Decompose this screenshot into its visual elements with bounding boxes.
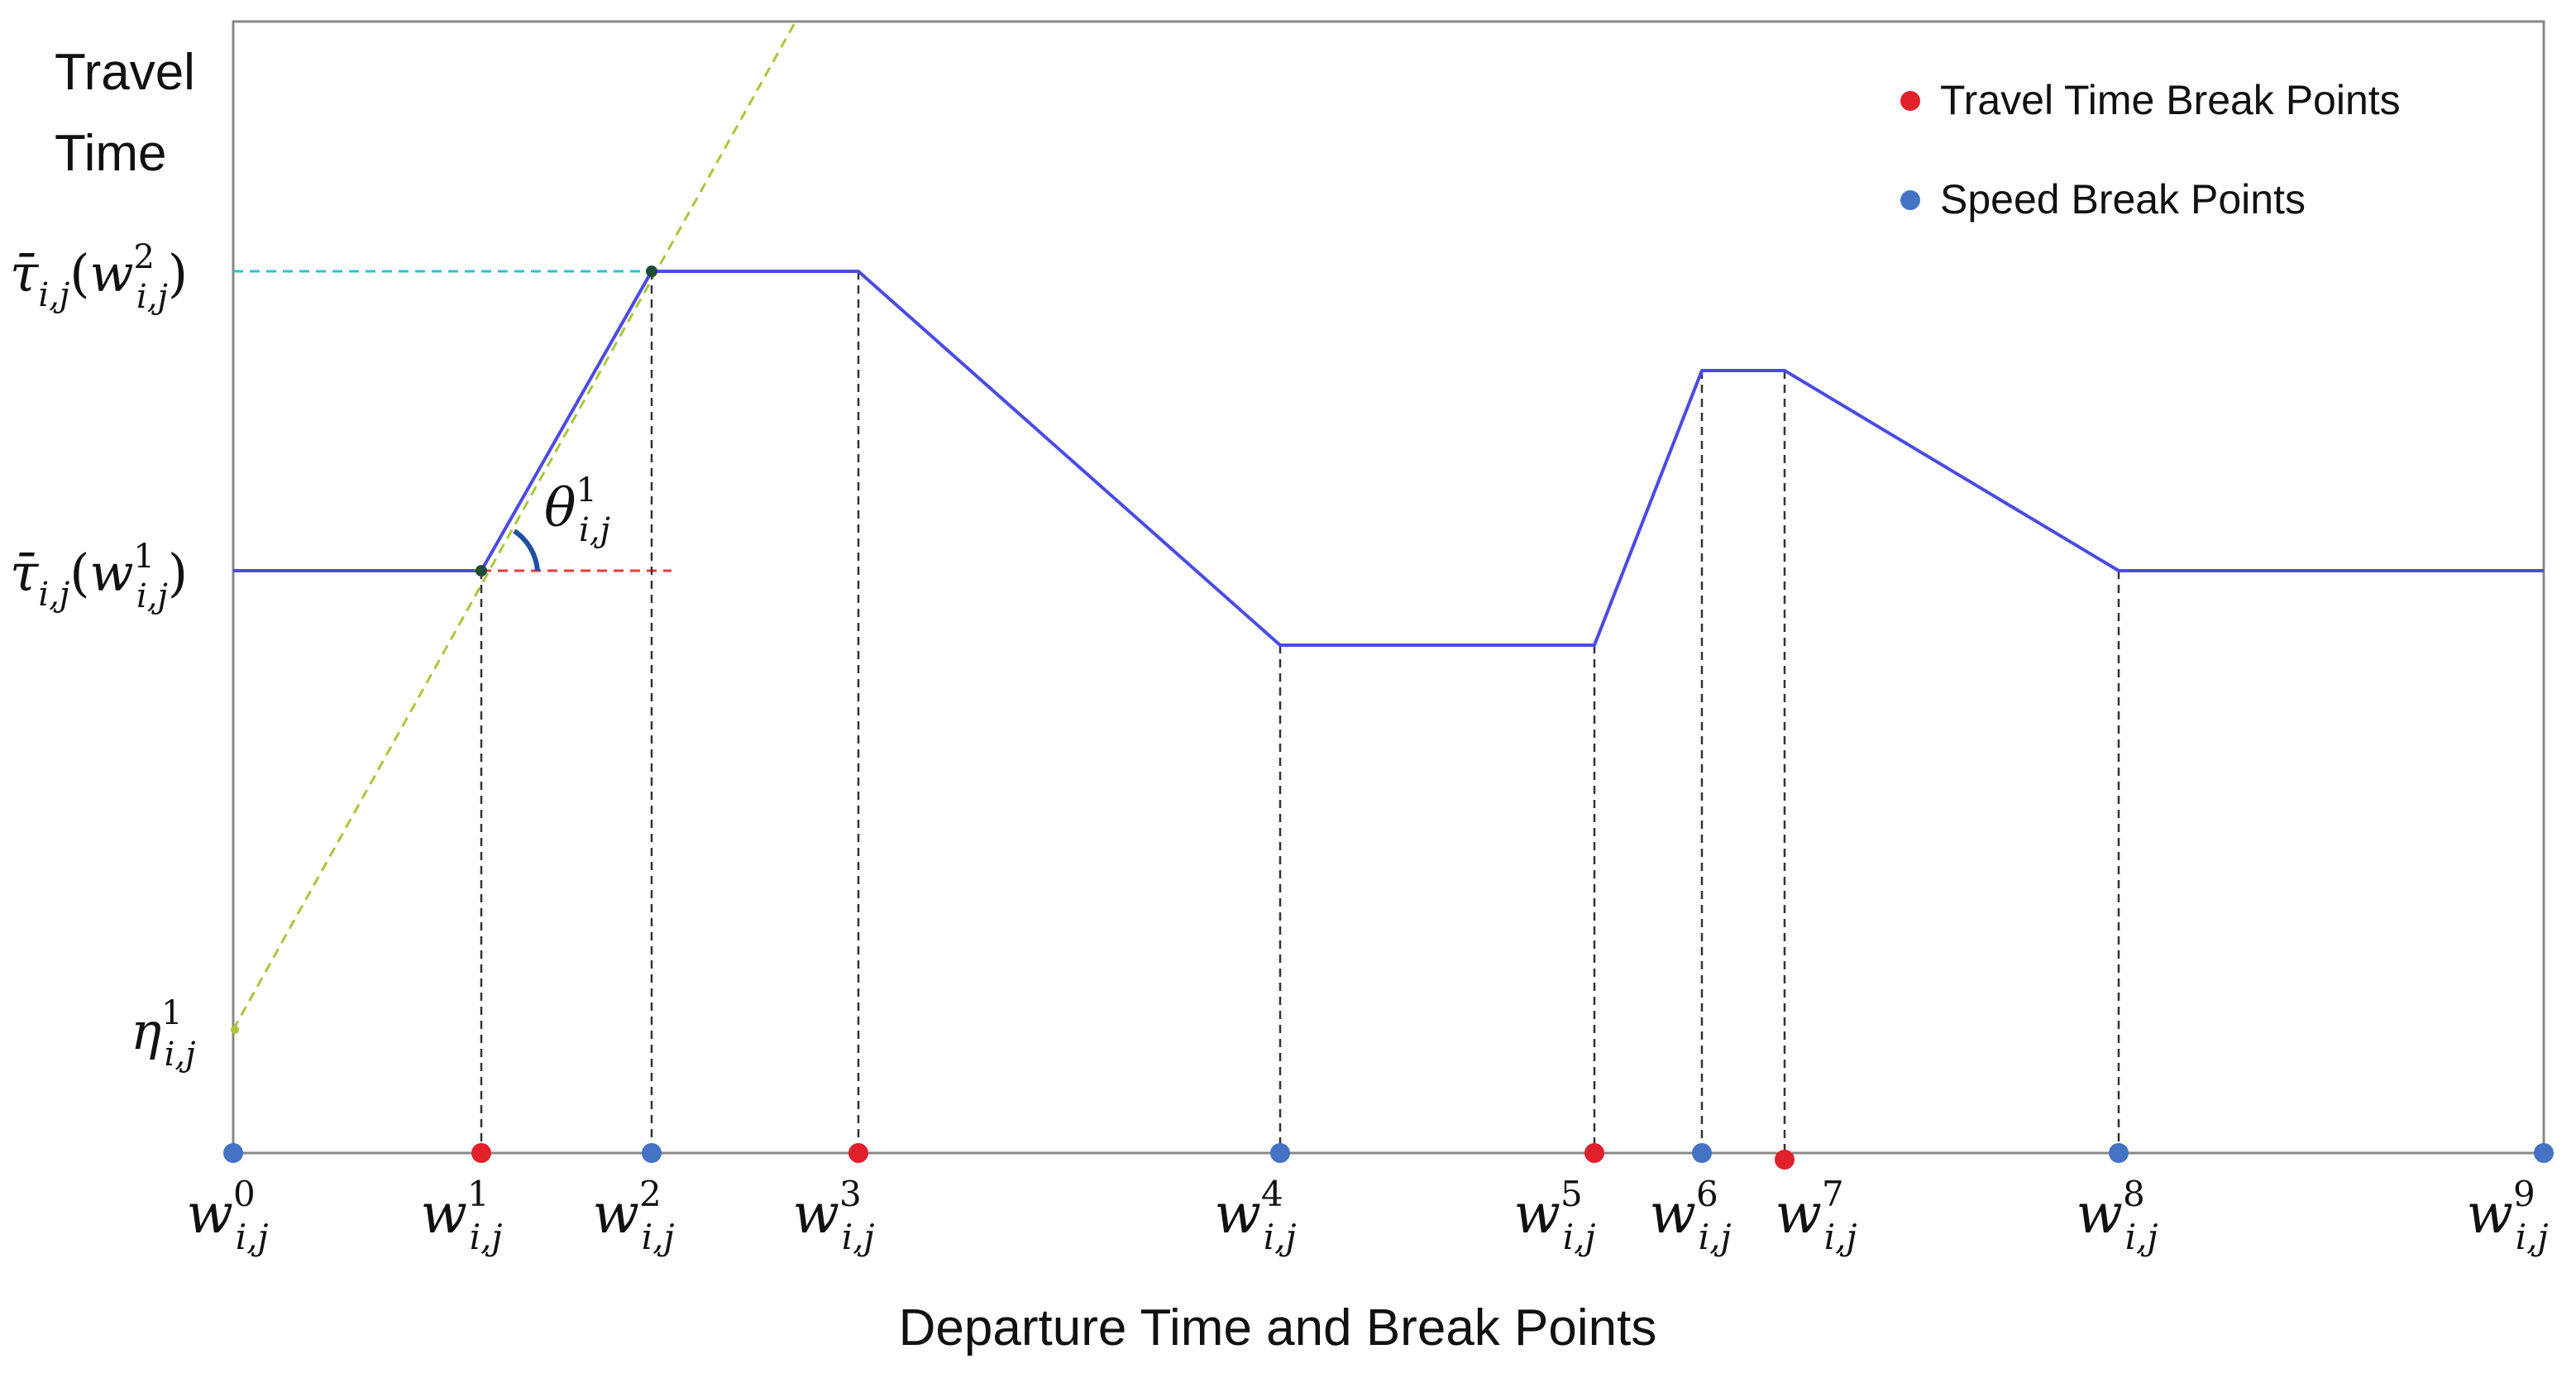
- eta-label: η1 i,j: [131, 994, 196, 1074]
- legend-travel-time-marker: [1900, 91, 1920, 111]
- slope-point-eta: [231, 1026, 239, 1034]
- break-point-marker-w5: [1584, 1143, 1604, 1163]
- break-point-marker-w2: [642, 1143, 662, 1163]
- legend-speed-label: Speed Break Points: [1940, 176, 2306, 222]
- slope-point-w1: [476, 565, 487, 577]
- break-point-label-w2: w2 i,j: [592, 1174, 674, 1257]
- break-point-label-w0: w0 i,j: [186, 1174, 268, 1257]
- break-point-label-w6: w6 i,j: [1649, 1174, 1731, 1257]
- y-axis-title-line-1: Travel: [55, 44, 195, 101]
- break-point-label-w3: w3 i,j: [792, 1174, 874, 1257]
- break-point-marker-w8: [2109, 1143, 2129, 1163]
- break-point-marker-w9: [2534, 1143, 2554, 1163]
- break-point-marker-w3: [848, 1143, 868, 1163]
- break-point-label-w5: w5 i,j: [1513, 1174, 1595, 1257]
- theta-superscript: 1: [576, 471, 597, 510]
- legend: Travel Time Break Points Speed Break Poi…: [1900, 77, 2401, 222]
- break-point-label-w8: w8 i,j: [2076, 1174, 2158, 1257]
- theta-subscript: i,j: [579, 511, 610, 549]
- y-axis-title-line-2: Time: [55, 125, 166, 182]
- break-point-marker-w4: [1270, 1143, 1290, 1163]
- theta-angle-arc: [513, 529, 540, 572]
- x-axis-title: Departure Time and Break Points: [899, 1299, 1657, 1356]
- break-points: w0 i,j w1 i,j w2 i,j w3 i,j w4 i,j w5 i,j w6 i,j w7 i,j…: [186, 1143, 2554, 1257]
- y-axis-title: Travel Time: [55, 44, 195, 182]
- break-point-label-w9: w9 i,j: [2466, 1174, 2548, 1257]
- travel-time-function-line: [233, 270, 2544, 647]
- legend-travel-time-label: Travel Time Break Points: [1940, 77, 2401, 123]
- break-point-label-w7: w7 i,j: [1775, 1174, 1857, 1257]
- slope-line: [232, 21, 797, 1031]
- break-point-marker-w7: [1775, 1150, 1795, 1170]
- theta-label: θ1 i,j: [544, 471, 610, 549]
- legend-speed-marker: [1900, 190, 1920, 210]
- break-point-marker-w0: [223, 1143, 243, 1163]
- plot-frame: [232, 20, 2545, 1155]
- break-point-marker-w1: [471, 1143, 491, 1163]
- tau1-label: τ̄i,j(w1 i,j): [10, 538, 188, 615]
- break-point-label-w1: w1 i,j: [420, 1174, 502, 1257]
- break-point-marker-w6: [1692, 1143, 1712, 1163]
- slope-point-w2: [646, 266, 657, 277]
- guide-lines: [232, 21, 2120, 1153]
- tau2-label: τ̄i,j(w2 i,j): [10, 238, 188, 316]
- break-point-label-w4: w4 i,j: [1214, 1174, 1296, 1257]
